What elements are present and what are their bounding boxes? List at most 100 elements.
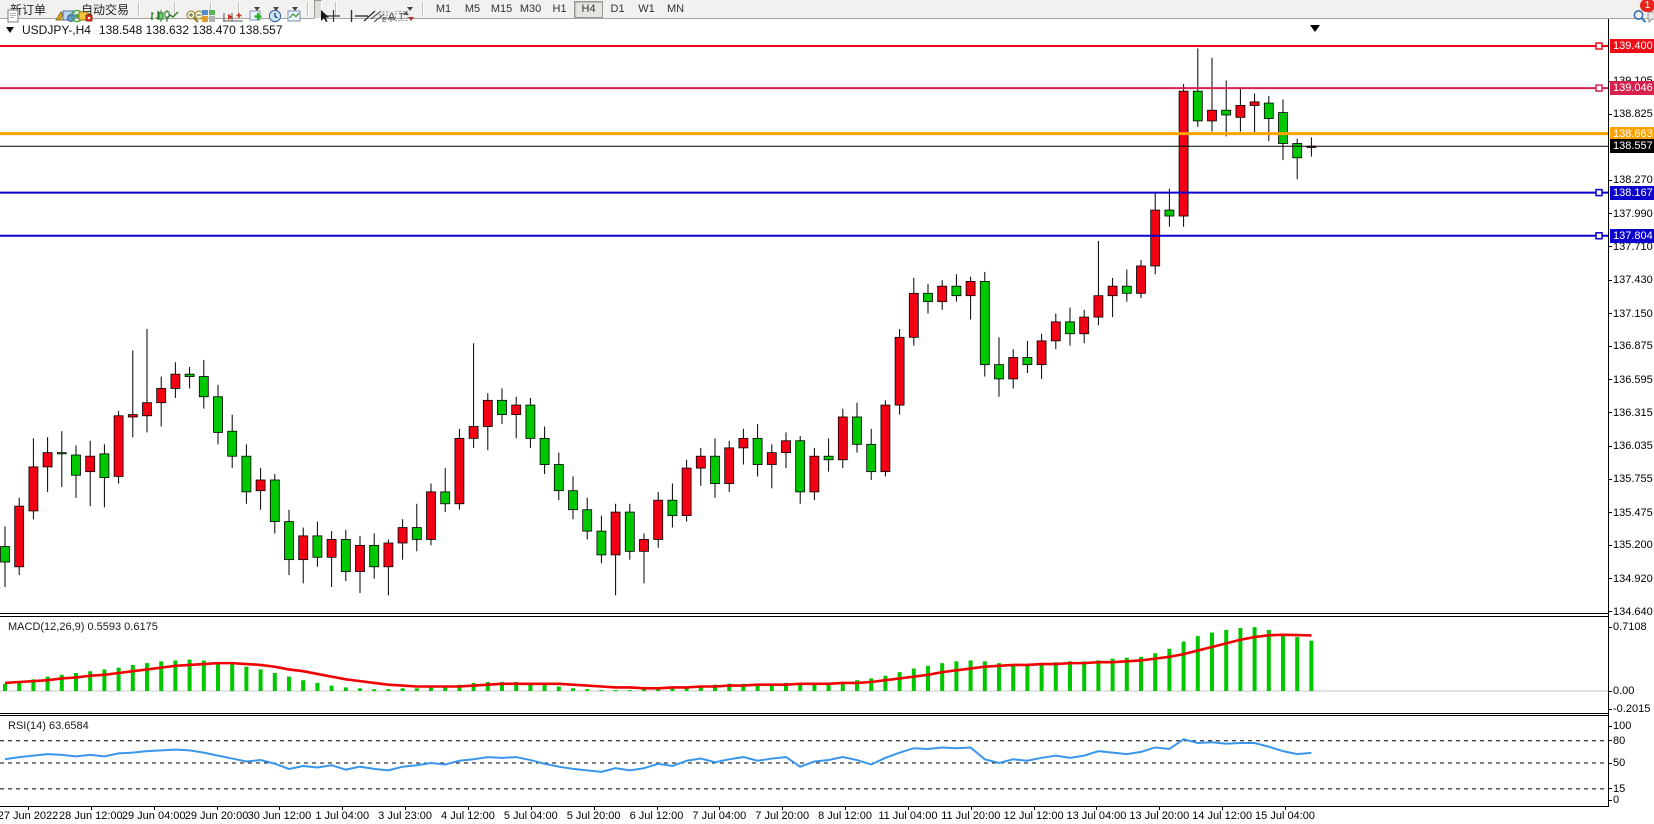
candle-body[interactable] (738, 437, 749, 449)
timeframe-button-MN[interactable]: MN (666, 2, 685, 15)
candle-body[interactable] (1249, 101, 1260, 106)
candle-body[interactable] (99, 453, 110, 479)
level-line-handle[interactable] (1595, 232, 1603, 240)
candle-body[interactable] (1235, 105, 1246, 118)
candle-body[interactable] (639, 539, 649, 552)
periods-button[interactable] (264, 0, 283, 23)
candle-body[interactable] (1079, 316, 1090, 335)
bar-chart-button[interactable] (145, 0, 160, 20)
chat-button[interactable]: 1 (1640, 0, 1654, 24)
candle-body[interactable] (1207, 109, 1217, 122)
candle-body[interactable] (667, 499, 678, 517)
candle-body[interactable] (610, 511, 621, 556)
candle-body[interactable] (511, 404, 522, 415)
panel-separator[interactable] (0, 715, 1608, 716)
level-line-handle[interactable] (1595, 42, 1603, 50)
candle-body[interactable] (284, 521, 294, 561)
candle-body[interactable] (1263, 102, 1274, 119)
candle-body[interactable] (923, 292, 933, 303)
panel-separator[interactable] (0, 613, 1608, 614)
candle-body[interactable] (823, 455, 834, 461)
candle-body[interactable] (85, 455, 96, 473)
candle-body[interactable] (156, 388, 167, 404)
candle-body[interactable] (312, 535, 323, 558)
candle-body[interactable] (866, 443, 877, 473)
market-watch-button[interactable] (50, 0, 68, 21)
candle-body[interactable] (724, 447, 735, 484)
candle-body[interactable] (1136, 265, 1146, 294)
search-button[interactable] (1628, 0, 1647, 23)
candle-body[interactable] (1065, 321, 1075, 335)
candle-body[interactable] (1221, 109, 1232, 116)
candle-body[interactable] (14, 505, 25, 568)
candle-body[interactable] (766, 452, 777, 465)
candle-body[interactable] (28, 466, 39, 512)
candle-body[interactable] (383, 542, 394, 568)
text-label-button[interactable]: T (390, 0, 409, 22)
candle-body[interactable] (908, 292, 919, 338)
line-chart-button[interactable] (161, 0, 179, 21)
fibonacci-button[interactable]: F (374, 0, 394, 23)
candle-body[interactable] (781, 440, 791, 454)
candle-body[interactable] (681, 467, 692, 517)
candle-body[interactable] (213, 396, 223, 433)
candle-body[interactable] (198, 376, 209, 398)
candle-body[interactable] (1093, 295, 1104, 318)
tile-windows-button[interactable] (197, 0, 216, 22)
candlestick-chart-button[interactable] (153, 0, 170, 22)
timeframe-button-H4[interactable]: H4 (574, 0, 604, 18)
chart-shift-marker[interactable] (1310, 25, 1320, 32)
candle-body[interactable] (1278, 112, 1288, 144)
arrows-button[interactable] (398, 0, 417, 21)
new-order-button[interactable]: 新订单 (3, 0, 50, 23)
candle-body[interactable] (653, 499, 664, 540)
timeframe-button-H1[interactable]: H1 (552, 2, 567, 15)
candle-body[interactable] (1164, 209, 1175, 217)
candle-body[interactable] (142, 402, 152, 417)
candle-body[interactable] (468, 426, 479, 439)
level-line-handle[interactable] (1595, 84, 1603, 92)
candle-body[interactable] (525, 404, 536, 439)
candle-body[interactable] (0, 546, 10, 563)
candle-body[interactable] (184, 373, 195, 377)
timeframe-button-M1[interactable]: M1 (435, 2, 452, 15)
zoom-in-button[interactable] (181, 0, 199, 23)
candle-body[interactable] (227, 430, 238, 457)
candle-body[interactable] (355, 544, 365, 572)
candle-body[interactable] (568, 490, 578, 511)
timeframe-button-M15[interactable]: M15 (490, 2, 513, 15)
panel-separator[interactable] (0, 713, 1608, 714)
auto-scroll-button[interactable] (217, 0, 236, 22)
candle-body[interactable] (1022, 357, 1033, 366)
candle-body[interactable] (170, 373, 181, 389)
templates-button[interactable] (283, 0, 302, 22)
candle-body[interactable] (965, 281, 976, 297)
candle-body[interactable] (937, 285, 948, 303)
candle-body[interactable] (426, 491, 436, 540)
text-button[interactable]: A (382, 0, 396, 23)
candle-body[interactable] (1292, 143, 1303, 159)
candle-body[interactable] (809, 455, 820, 493)
candle-body[interactable] (979, 281, 990, 366)
candle-body[interactable] (1178, 90, 1189, 217)
timeframe-button-D1[interactable]: D1 (610, 2, 625, 15)
candle-body[interactable] (1121, 285, 1132, 294)
candle-body[interactable] (255, 479, 266, 492)
candle-body[interactable] (71, 454, 81, 476)
candle-body[interactable] (994, 364, 1004, 380)
candle-body[interactable] (951, 285, 962, 297)
horizontal-line-button[interactable] (350, 0, 369, 19)
candle-body[interactable] (695, 455, 706, 469)
candle-body[interactable] (298, 535, 309, 561)
candle-body[interactable] (397, 527, 408, 544)
candle-body[interactable] (752, 437, 763, 465)
macd-panel-surface[interactable] (0, 617, 1608, 713)
vertical-line-button[interactable] (342, 0, 353, 22)
candle-body[interactable] (880, 404, 891, 473)
candle-body[interactable] (127, 414, 138, 418)
candle-body[interactable] (795, 440, 806, 493)
auto-trading-button[interactable]: 自动交易 (74, 0, 133, 22)
chart-shift-button[interactable] (225, 0, 244, 22)
candle-body[interactable] (369, 544, 380, 568)
candle-body[interactable] (482, 399, 493, 427)
